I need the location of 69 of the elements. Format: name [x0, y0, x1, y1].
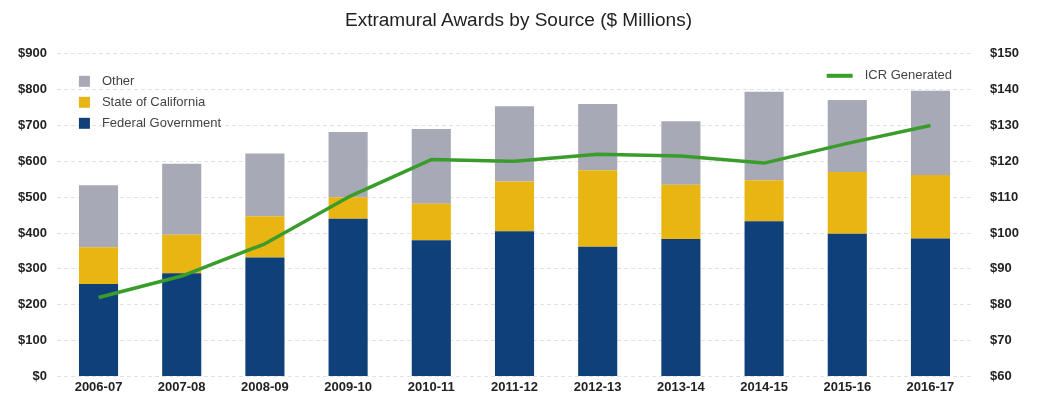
- x-tick-label: 2015-16: [823, 378, 872, 394]
- bar: [827, 100, 867, 173]
- bar: [494, 231, 535, 376]
- bar: [910, 90, 951, 175]
- bar: [661, 184, 701, 240]
- x-tick-label: 2011-12: [491, 378, 538, 394]
- bar: [162, 234, 202, 274]
- y-tick-label: $500: [18, 188, 47, 204]
- bar: [827, 233, 867, 376]
- bar: [910, 174, 951, 239]
- x-tick-label: 2007-08: [157, 378, 206, 394]
- bar: [328, 218, 368, 376]
- x-tick-label: 2016-17: [906, 378, 955, 394]
- bar: [328, 131, 368, 198]
- y-tick-label: $800: [18, 81, 47, 97]
- bar: [78, 185, 119, 248]
- bar: [162, 163, 202, 235]
- bar: [827, 172, 867, 234]
- x-tick-label: 2010-11: [407, 378, 455, 394]
- bar: [245, 257, 285, 376]
- bar: [245, 216, 285, 258]
- chart-title: Extramural Awards by Source ($ Millions): [343, 8, 693, 32]
- bar: [411, 203, 451, 241]
- legend-label: State of California: [101, 94, 207, 110]
- y2-tick-label: $90: [990, 260, 1012, 276]
- bar: [578, 246, 618, 376]
- legend-label: Federal Government: [101, 115, 222, 131]
- y-tick-label: $0: [32, 367, 47, 383]
- y-tick-label: $100: [18, 332, 47, 348]
- bar: [245, 153, 285, 217]
- bar: [494, 181, 535, 232]
- y2-tick-label: $140: [990, 81, 1019, 97]
- bar: [328, 197, 368, 219]
- y2-tick-label: $60: [990, 367, 1012, 383]
- bar: [578, 170, 618, 247]
- y-tick-label: $300: [18, 260, 47, 276]
- bar: [78, 247, 119, 284]
- y-tick-label: $700: [18, 117, 47, 133]
- y-tick-label: $600: [18, 152, 47, 168]
- bar: [578, 103, 618, 171]
- x-tick-label: 2014-15: [740, 378, 788, 394]
- y2-tick-label: $100: [990, 224, 1019, 240]
- legend-label: Other: [101, 73, 136, 89]
- x-tick-label: 2008-09: [241, 378, 289, 394]
- y-tick-label: $900: [18, 45, 47, 61]
- y2-tick-label: $110: [990, 188, 1019, 204]
- legend-label: ICR Generated: [864, 67, 953, 83]
- bar: [162, 273, 202, 376]
- y2-tick-label: $150: [990, 45, 1019, 61]
- y2-tick-label: $130: [990, 117, 1019, 133]
- bar: [411, 129, 451, 204]
- bar: [910, 238, 951, 376]
- y2-tick-label: $70: [990, 332, 1012, 348]
- x-tick-label: 2013-14: [657, 378, 706, 394]
- bar: [744, 221, 784, 376]
- y2-tick-label: $80: [990, 296, 1012, 312]
- x-tick-label: 2012-13: [573, 378, 622, 394]
- y-tick-label: $200: [18, 296, 47, 312]
- y-tick-label: $400: [18, 224, 47, 240]
- bar: [78, 283, 119, 376]
- bar: [661, 239, 701, 376]
- bar: [744, 180, 784, 222]
- bar: [411, 240, 451, 376]
- bar: [661, 121, 701, 185]
- bar: [494, 106, 535, 182]
- bar: [744, 91, 784, 181]
- x-tick-label: 2006-07: [74, 378, 123, 394]
- y2-tick-label: $120: [990, 152, 1019, 168]
- x-tick-label: 2009-10: [324, 378, 372, 394]
